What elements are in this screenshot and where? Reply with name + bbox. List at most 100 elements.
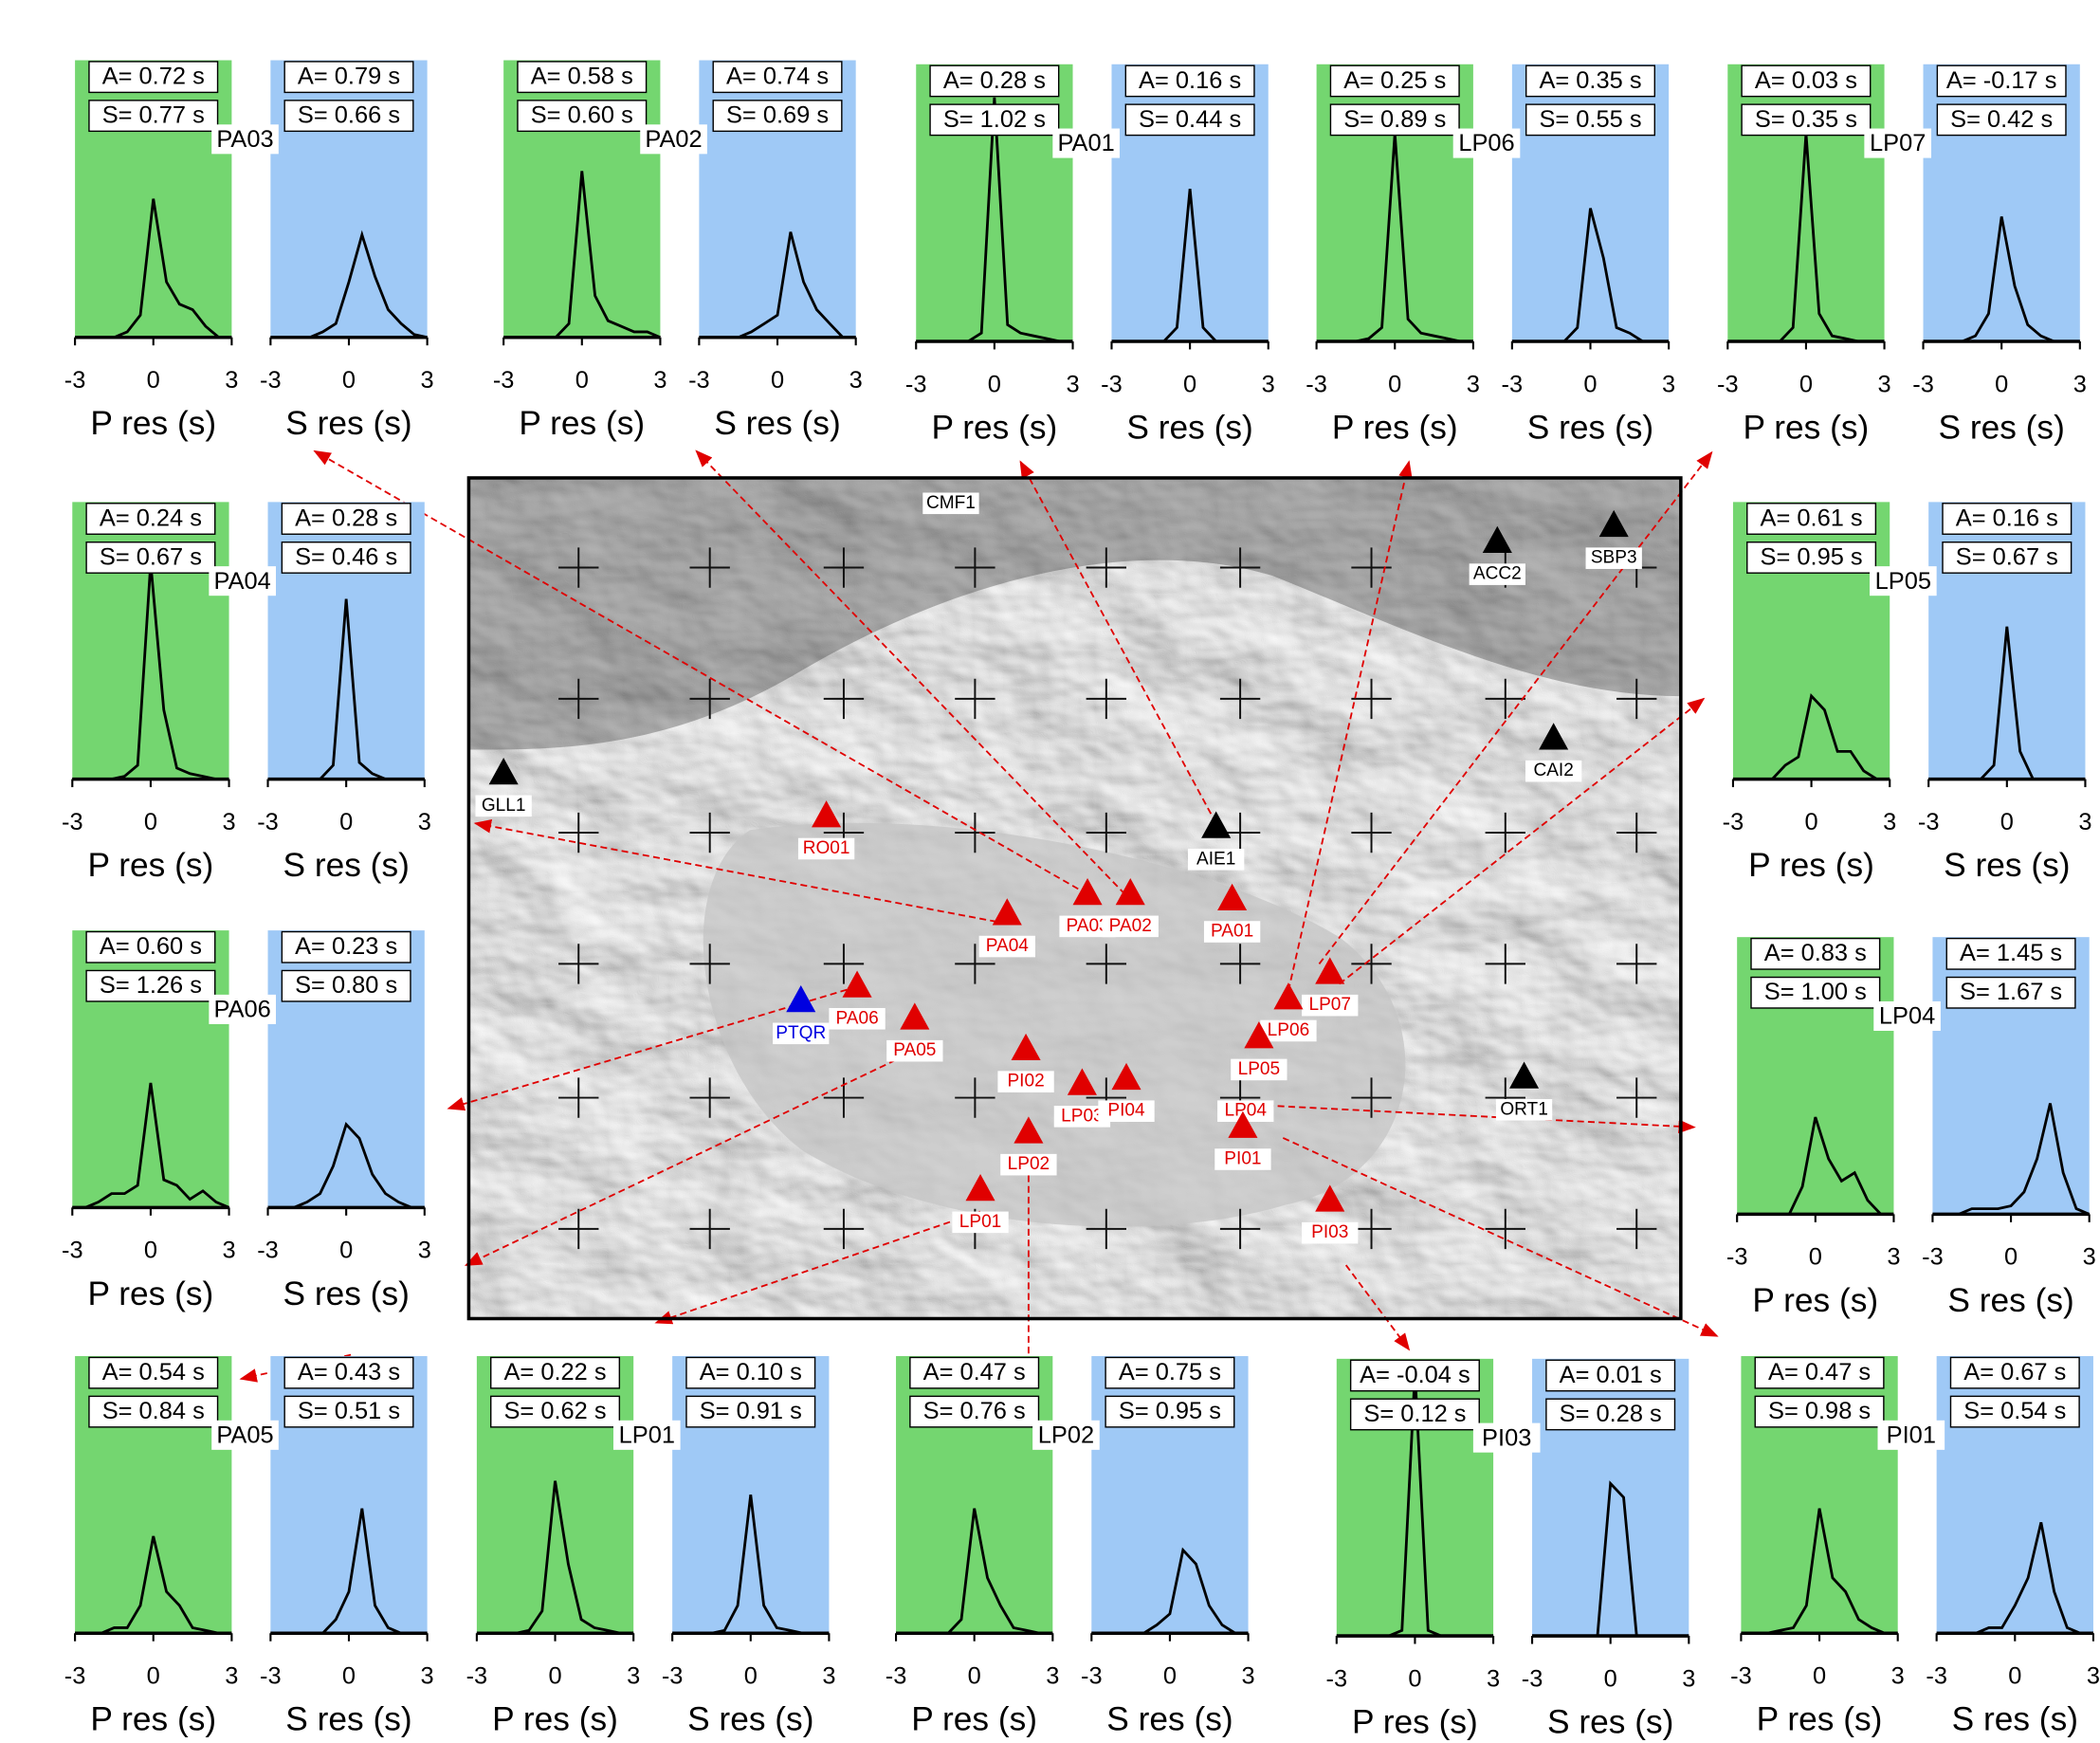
x-tick-label: 3 — [421, 1663, 434, 1690]
x-tick-label: 0 — [1163, 1663, 1177, 1690]
x-tick-label: -3 — [1922, 1244, 1944, 1271]
x-axis-label: P res (s) — [519, 405, 645, 442]
x-tick-label: -3 — [886, 1663, 907, 1690]
x-tick-label: 0 — [575, 367, 589, 394]
x-tick-label: 3 — [2073, 371, 2087, 397]
station-label: PI01 — [1224, 1149, 1261, 1169]
x-tick-label: 3 — [1046, 1663, 1059, 1690]
x-tick-label: -3 — [64, 367, 86, 394]
annotation: S= 0.67 s — [1956, 543, 2058, 570]
annotation: S= 1.67 s — [1960, 979, 2062, 1005]
station-label: PA05 — [893, 1040, 936, 1060]
annotation: S= 0.46 s — [295, 543, 397, 570]
x-tick-label: -3 — [260, 367, 282, 394]
annotation: S= 0.76 s — [923, 1398, 1026, 1424]
panel: -303P res (s)A= 0.28 sS= 1.02 s-303S res… — [905, 64, 1275, 447]
x-tick-label: 0 — [339, 809, 353, 835]
x-tick-label: 0 — [144, 809, 157, 835]
x-tick-label: -3 — [62, 1238, 83, 1264]
annotation: S= 0.98 s — [1768, 1398, 1871, 1424]
station-label: LP06 — [1268, 1020, 1309, 1040]
x-tick-label: 0 — [147, 367, 160, 394]
station-title: PA03 — [216, 126, 273, 153]
station-label: PA06 — [835, 1008, 878, 1028]
x-tick-label: 0 — [1388, 371, 1401, 397]
station-title: LP07 — [1870, 130, 1926, 156]
station-label: PA02 — [1109, 916, 1152, 936]
x-axis-label: S res (s) — [285, 405, 411, 442]
annotation: A= 0.58 s — [531, 64, 633, 90]
x-axis-label: P res (s) — [911, 1701, 1037, 1738]
annotation: A= 0.83 s — [1764, 940, 1867, 966]
annotation: S= 0.62 s — [503, 1398, 606, 1424]
x-tick-label: 0 — [968, 1663, 981, 1690]
annotation: S= 0.51 s — [298, 1398, 400, 1424]
x-tick-label: -3 — [64, 1663, 86, 1690]
station-label: PTQR — [776, 1023, 826, 1043]
annotation: S= 0.77 s — [102, 102, 205, 129]
x-tick-label: -3 — [62, 809, 83, 835]
panel: -303P res (s)A= 0.54 sS= 0.84 s-303S res… — [64, 1356, 434, 1738]
station-label: PI03 — [1311, 1222, 1348, 1242]
x-tick-label: 3 — [1066, 371, 1079, 397]
x-axis-label: S res (s) — [1126, 409, 1252, 446]
x-tick-label: 3 — [1467, 371, 1480, 397]
annotation: A= 0.74 s — [726, 64, 829, 90]
x-tick-label: 3 — [1262, 371, 1275, 397]
station-title: LP05 — [1875, 568, 1931, 595]
station-label: ORT1 — [1500, 1099, 1547, 1119]
annotation: S= 1.02 s — [943, 106, 1046, 133]
x-tick-label: -3 — [257, 1238, 279, 1264]
annotation: A= 0.43 s — [298, 1359, 400, 1385]
x-tick-label: 3 — [653, 367, 667, 394]
x-tick-label: 3 — [2078, 809, 2091, 835]
x-axis-label: S res (s) — [687, 1701, 813, 1738]
x-tick-label: -3 — [1081, 1663, 1103, 1690]
x-tick-label: 3 — [1887, 1244, 1900, 1271]
x-tick-label: -3 — [1502, 371, 1524, 397]
x-tick-label: 0 — [147, 1663, 160, 1690]
x-tick-label: 0 — [342, 1663, 356, 1690]
annotation: S= 0.91 s — [700, 1398, 802, 1424]
annotation: S= 0.55 s — [1539, 106, 1641, 133]
annotation: S= 0.60 s — [531, 102, 633, 129]
panel: -303P res (s)A= 0.47 sS= 0.98 s-303S res… — [1730, 1356, 2100, 1738]
x-tick-label: 3 — [222, 809, 235, 835]
x-tick-label: -3 — [466, 1663, 488, 1690]
station-title: PA06 — [214, 997, 271, 1023]
annotation: A= 0.72 s — [102, 64, 205, 90]
x-tick-label: -3 — [1912, 371, 1934, 397]
annotation: S= 0.89 s — [1343, 106, 1446, 133]
annotation: A= 0.54 s — [102, 1359, 205, 1385]
annotation: S= 0.66 s — [298, 102, 400, 129]
x-axis-label: P res (s) — [90, 405, 216, 442]
annotation: A= 0.47 s — [1768, 1359, 1871, 1385]
x-tick-label: 3 — [225, 367, 238, 394]
annotation: A= 0.16 s — [1956, 505, 2058, 531]
annotation: S= 1.00 s — [1764, 979, 1867, 1005]
station-label: GLL1 — [482, 796, 526, 816]
x-axis-label: P res (s) — [1757, 1701, 1883, 1738]
station-label: LP01 — [959, 1212, 1001, 1232]
x-tick-label: -3 — [257, 809, 279, 835]
x-axis-label: S res (s) — [283, 847, 409, 884]
x-tick-label: 0 — [1813, 1663, 1826, 1690]
x-tick-label: 0 — [988, 371, 1001, 397]
x-tick-label: -3 — [1926, 1663, 1947, 1690]
figure: CMF1ACC2SBP3CAI2GLL1AIE1RO01PA01PA04PA03… — [0, 0, 2100, 1743]
x-tick-label: -3 — [260, 1663, 282, 1690]
x-tick-label: 0 — [339, 1238, 353, 1264]
annotation: A= 0.24 s — [100, 505, 202, 531]
x-tick-label: -3 — [1730, 1663, 1752, 1690]
x-axis-label: P res (s) — [931, 409, 1057, 446]
annotation: A= 0.16 s — [1139, 67, 1241, 94]
x-axis-label: P res (s) — [1752, 1282, 1878, 1319]
annotation: S= 1.26 s — [100, 972, 202, 999]
annotation: A= -0.04 s — [1360, 1362, 1470, 1388]
annotation: S= 0.80 s — [295, 972, 397, 999]
station-label: LP05 — [1238, 1059, 1280, 1079]
x-tick-label: 0 — [548, 1663, 561, 1690]
x-tick-label: 3 — [1241, 1663, 1254, 1690]
annotation: S= 0.95 s — [1119, 1398, 1221, 1424]
